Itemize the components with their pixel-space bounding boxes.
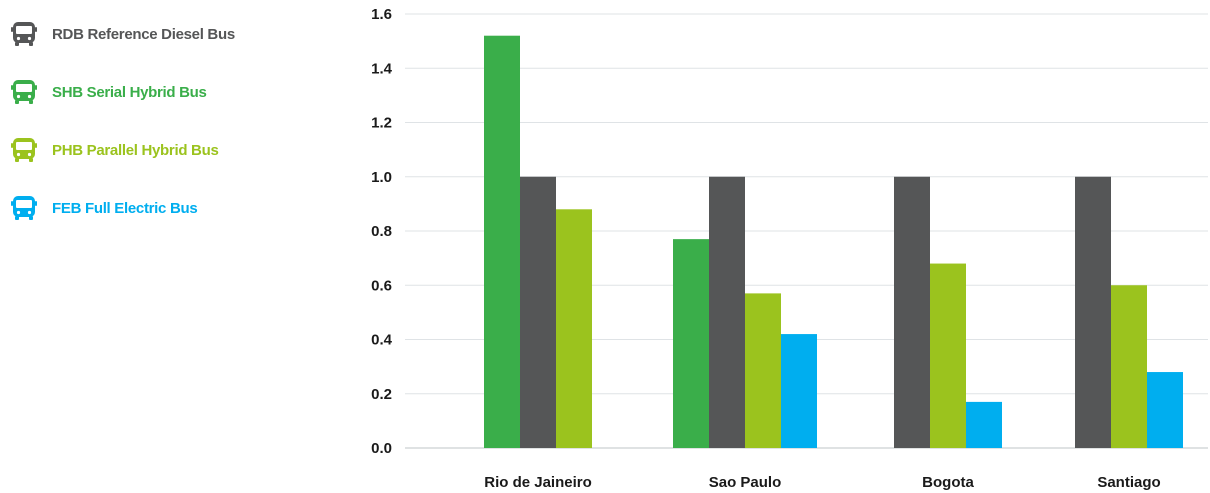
- bar-rdb-0: [520, 176, 556, 448]
- bar-feb-1: [781, 334, 817, 448]
- y-tick-label: 1.4: [371, 60, 393, 77]
- legend-label-shb: SHB Serial Hybrid Bus: [52, 83, 207, 101]
- bus-icon: [11, 22, 37, 46]
- bar-rdb-3: [1075, 176, 1111, 448]
- bar-phb-1: [745, 293, 781, 448]
- legend-item-feb: FEB Full Electric Bus: [10, 194, 310, 222]
- legend-label-feb: FEB Full Electric Bus: [52, 199, 198, 217]
- y-tick-label: 0.4: [371, 332, 393, 349]
- bus-icon: [11, 80, 37, 104]
- bar-rdb-1: [709, 176, 745, 448]
- bus-icon: [11, 196, 37, 220]
- x-category-label: Rio de Jaineiro: [484, 474, 592, 491]
- x-category-label: Bogota: [922, 474, 974, 491]
- legend-label-phb: PHB Parallel Hybrid Bus: [52, 141, 219, 159]
- legend-item-shb: SHB Serial Hybrid Bus: [10, 78, 310, 106]
- x-category-label: Sao Paulo: [709, 474, 782, 491]
- x-category-label: Santiago: [1097, 474, 1160, 491]
- bar-phb-2: [930, 263, 966, 448]
- bar-rdb-2: [894, 176, 930, 448]
- legend-item-rdb: RDB Reference Diesel Bus: [10, 20, 310, 48]
- legend-item-phb: PHB Parallel Hybrid Bus: [10, 136, 310, 164]
- bar-feb-2: [966, 401, 1002, 448]
- y-tick-label: 1.6: [371, 6, 392, 23]
- bar-shb-1: [673, 239, 709, 448]
- y-tick-label: 0.2: [371, 386, 392, 403]
- chart-legend: RDB Reference Diesel Bus SHB Serial Hybri…: [10, 20, 310, 252]
- y-tick-label: 0.6: [371, 277, 392, 294]
- bar-phb-3: [1111, 285, 1147, 448]
- y-tick-label: 0.0: [371, 440, 392, 457]
- y-tick-label: 1.2: [371, 115, 392, 132]
- bar-phb-0: [556, 209, 592, 448]
- legend-label-rdb: RDB Reference Diesel Bus: [52, 25, 235, 43]
- bus-icon: [11, 138, 37, 162]
- y-tick-label: 1.0: [371, 169, 392, 186]
- bar-shb-0: [484, 35, 520, 448]
- bar-feb-3: [1147, 372, 1183, 448]
- y-tick-label: 0.8: [371, 223, 392, 240]
